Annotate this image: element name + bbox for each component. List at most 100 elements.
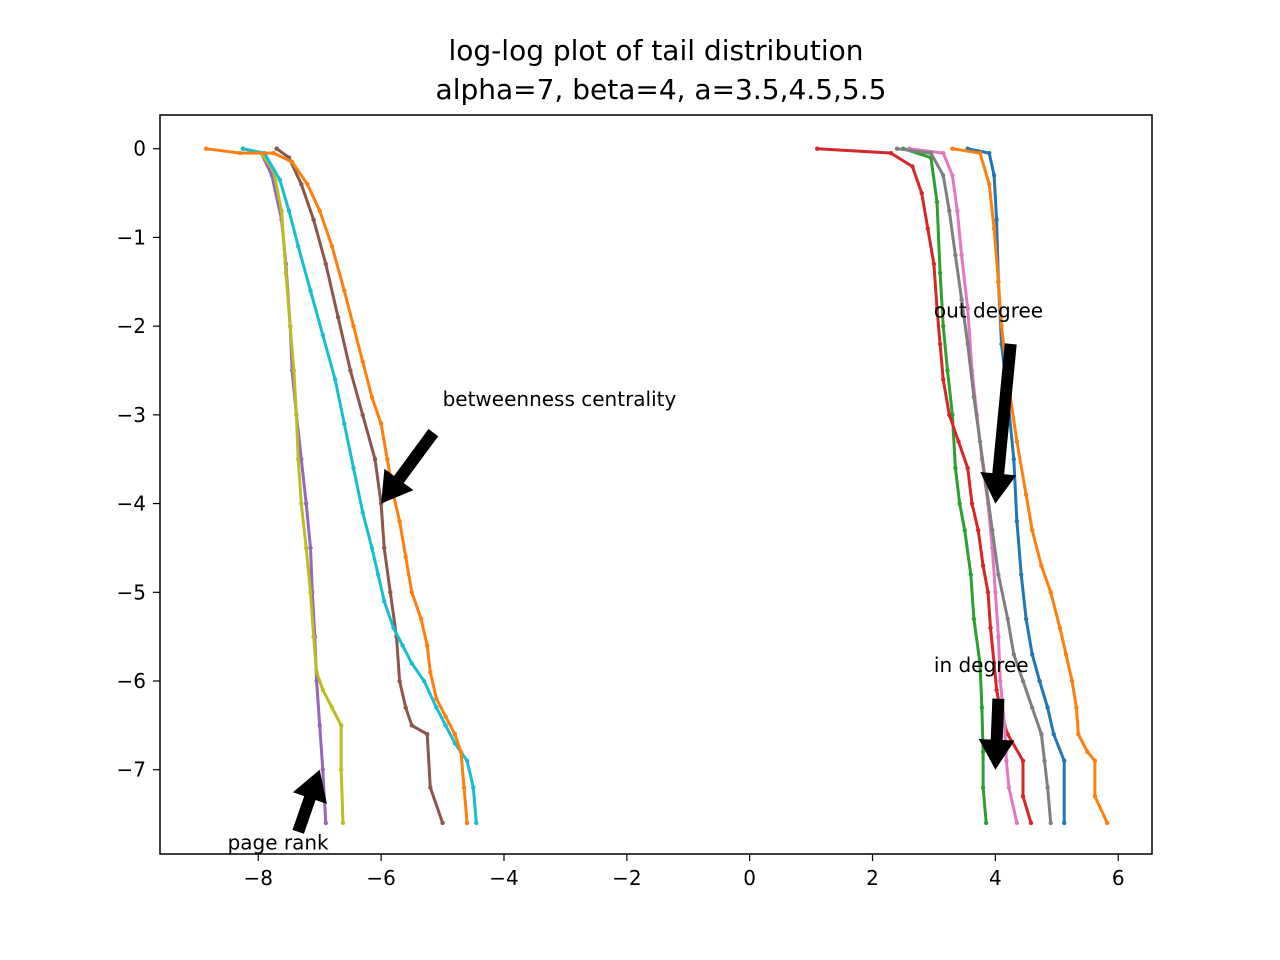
series-line-2 [901, 147, 988, 825]
series-3-point [1020, 758, 1026, 763]
series-7-point [1048, 820, 1053, 826]
series-7-point [971, 394, 977, 400]
series-7-point [1042, 758, 1047, 763]
series-10-point [385, 457, 390, 462]
series-8-point [283, 270, 289, 276]
annotation-arrow [292, 769, 327, 834]
series-5-point [440, 820, 445, 826]
series-3-point [980, 563, 986, 568]
series-10-point [461, 785, 467, 790]
series-5-point [323, 261, 328, 267]
series-6-point [955, 208, 960, 213]
chart-title: log-log plot of tail distribution [449, 34, 864, 67]
series-0-point [1062, 820, 1067, 826]
series-1-point [1085, 749, 1090, 755]
series-4-point [317, 723, 322, 728]
series-2-point [937, 270, 943, 276]
series-10-point [452, 732, 457, 737]
series-3-point [991, 661, 997, 666]
series-5-point [425, 732, 430, 737]
series-1-point [1039, 563, 1044, 568]
series-7-point [1039, 732, 1044, 737]
series-3-point [994, 687, 999, 693]
series-5-point [299, 182, 304, 187]
series-6-point [1004, 758, 1009, 763]
annotation-arrow [978, 698, 1015, 770]
series-7-point [928, 150, 934, 156]
series-2-point [968, 572, 973, 577]
series-8-point [288, 323, 293, 329]
annotation-label: page rank [228, 831, 329, 855]
series-7-point [1020, 678, 1026, 684]
series-7-point [1045, 785, 1050, 790]
series-9-point [400, 643, 405, 648]
series-5-point [403, 705, 408, 710]
series-9-point [277, 177, 282, 182]
series-1-point [950, 146, 955, 151]
series-2-point [962, 528, 967, 533]
series-7-point [990, 528, 995, 533]
series-6-point [998, 678, 1003, 684]
y-tick-label: −6 [117, 669, 146, 693]
series-6-point [993, 590, 998, 595]
series-1-point [1014, 439, 1020, 444]
annotation-label: out degree [934, 298, 1043, 322]
series-9-point [375, 572, 381, 577]
series-1-point [1030, 528, 1035, 533]
series-8-point [339, 767, 344, 772]
series-9-point [382, 599, 387, 604]
series-6-point [1006, 785, 1012, 790]
x-tick-label: 2 [866, 866, 879, 890]
series-5-point [382, 545, 387, 551]
series-3-point [976, 528, 981, 533]
series-10-point [351, 323, 356, 329]
series-9-point [471, 785, 476, 790]
series-8-point [340, 820, 346, 826]
series-5-point [348, 368, 353, 373]
series-4-point [308, 545, 313, 551]
series-9-point [452, 740, 457, 746]
series-8-point [294, 412, 299, 418]
series-7-point [1005, 616, 1010, 622]
series-1-point [1076, 732, 1081, 737]
series-3-point [1028, 820, 1034, 826]
series-9-point [474, 820, 479, 826]
series-9-point [351, 465, 356, 471]
series-2-point [979, 705, 985, 710]
series-9-point [342, 421, 347, 426]
series-7-point [965, 341, 970, 347]
series-2-point [950, 412, 955, 418]
series-6-point [996, 634, 1001, 639]
series-2-point [945, 368, 950, 373]
series-10-point [428, 669, 433, 675]
x-axis: −8 −6 −4 −2 0 2 4 6 [244, 854, 1125, 890]
series-10-point [342, 288, 347, 293]
series-1-point [999, 323, 1004, 329]
series-10-point [403, 554, 408, 559]
series-10-point [271, 150, 276, 156]
series-9-point [360, 510, 365, 515]
y-tick-label: 0 [133, 137, 146, 161]
series-8-point [296, 457, 301, 462]
chart-subtitle: alpha=7, beta=4, a=3.5,4.5,5.5 [436, 73, 887, 106]
series-9-point [443, 723, 448, 728]
series-8-point [304, 545, 309, 551]
series-5-point [360, 412, 365, 418]
series-0-point [1062, 758, 1067, 763]
series-10-point [360, 359, 365, 364]
series-5-point [397, 678, 402, 684]
series-0-point [1019, 572, 1024, 577]
series-6-point [950, 173, 955, 178]
series-4-point [320, 767, 325, 772]
series-8-point [339, 723, 344, 728]
series-line-5 [275, 147, 445, 825]
series-1-point [1069, 678, 1075, 684]
series-5-point [428, 785, 433, 790]
series-0-point [987, 150, 992, 156]
series-6-point [1002, 723, 1007, 728]
series-8-point [308, 590, 313, 595]
series-7-point [953, 253, 958, 258]
series-9-point [464, 758, 470, 763]
series-8-point [279, 208, 284, 213]
series-3-point [941, 377, 946, 382]
